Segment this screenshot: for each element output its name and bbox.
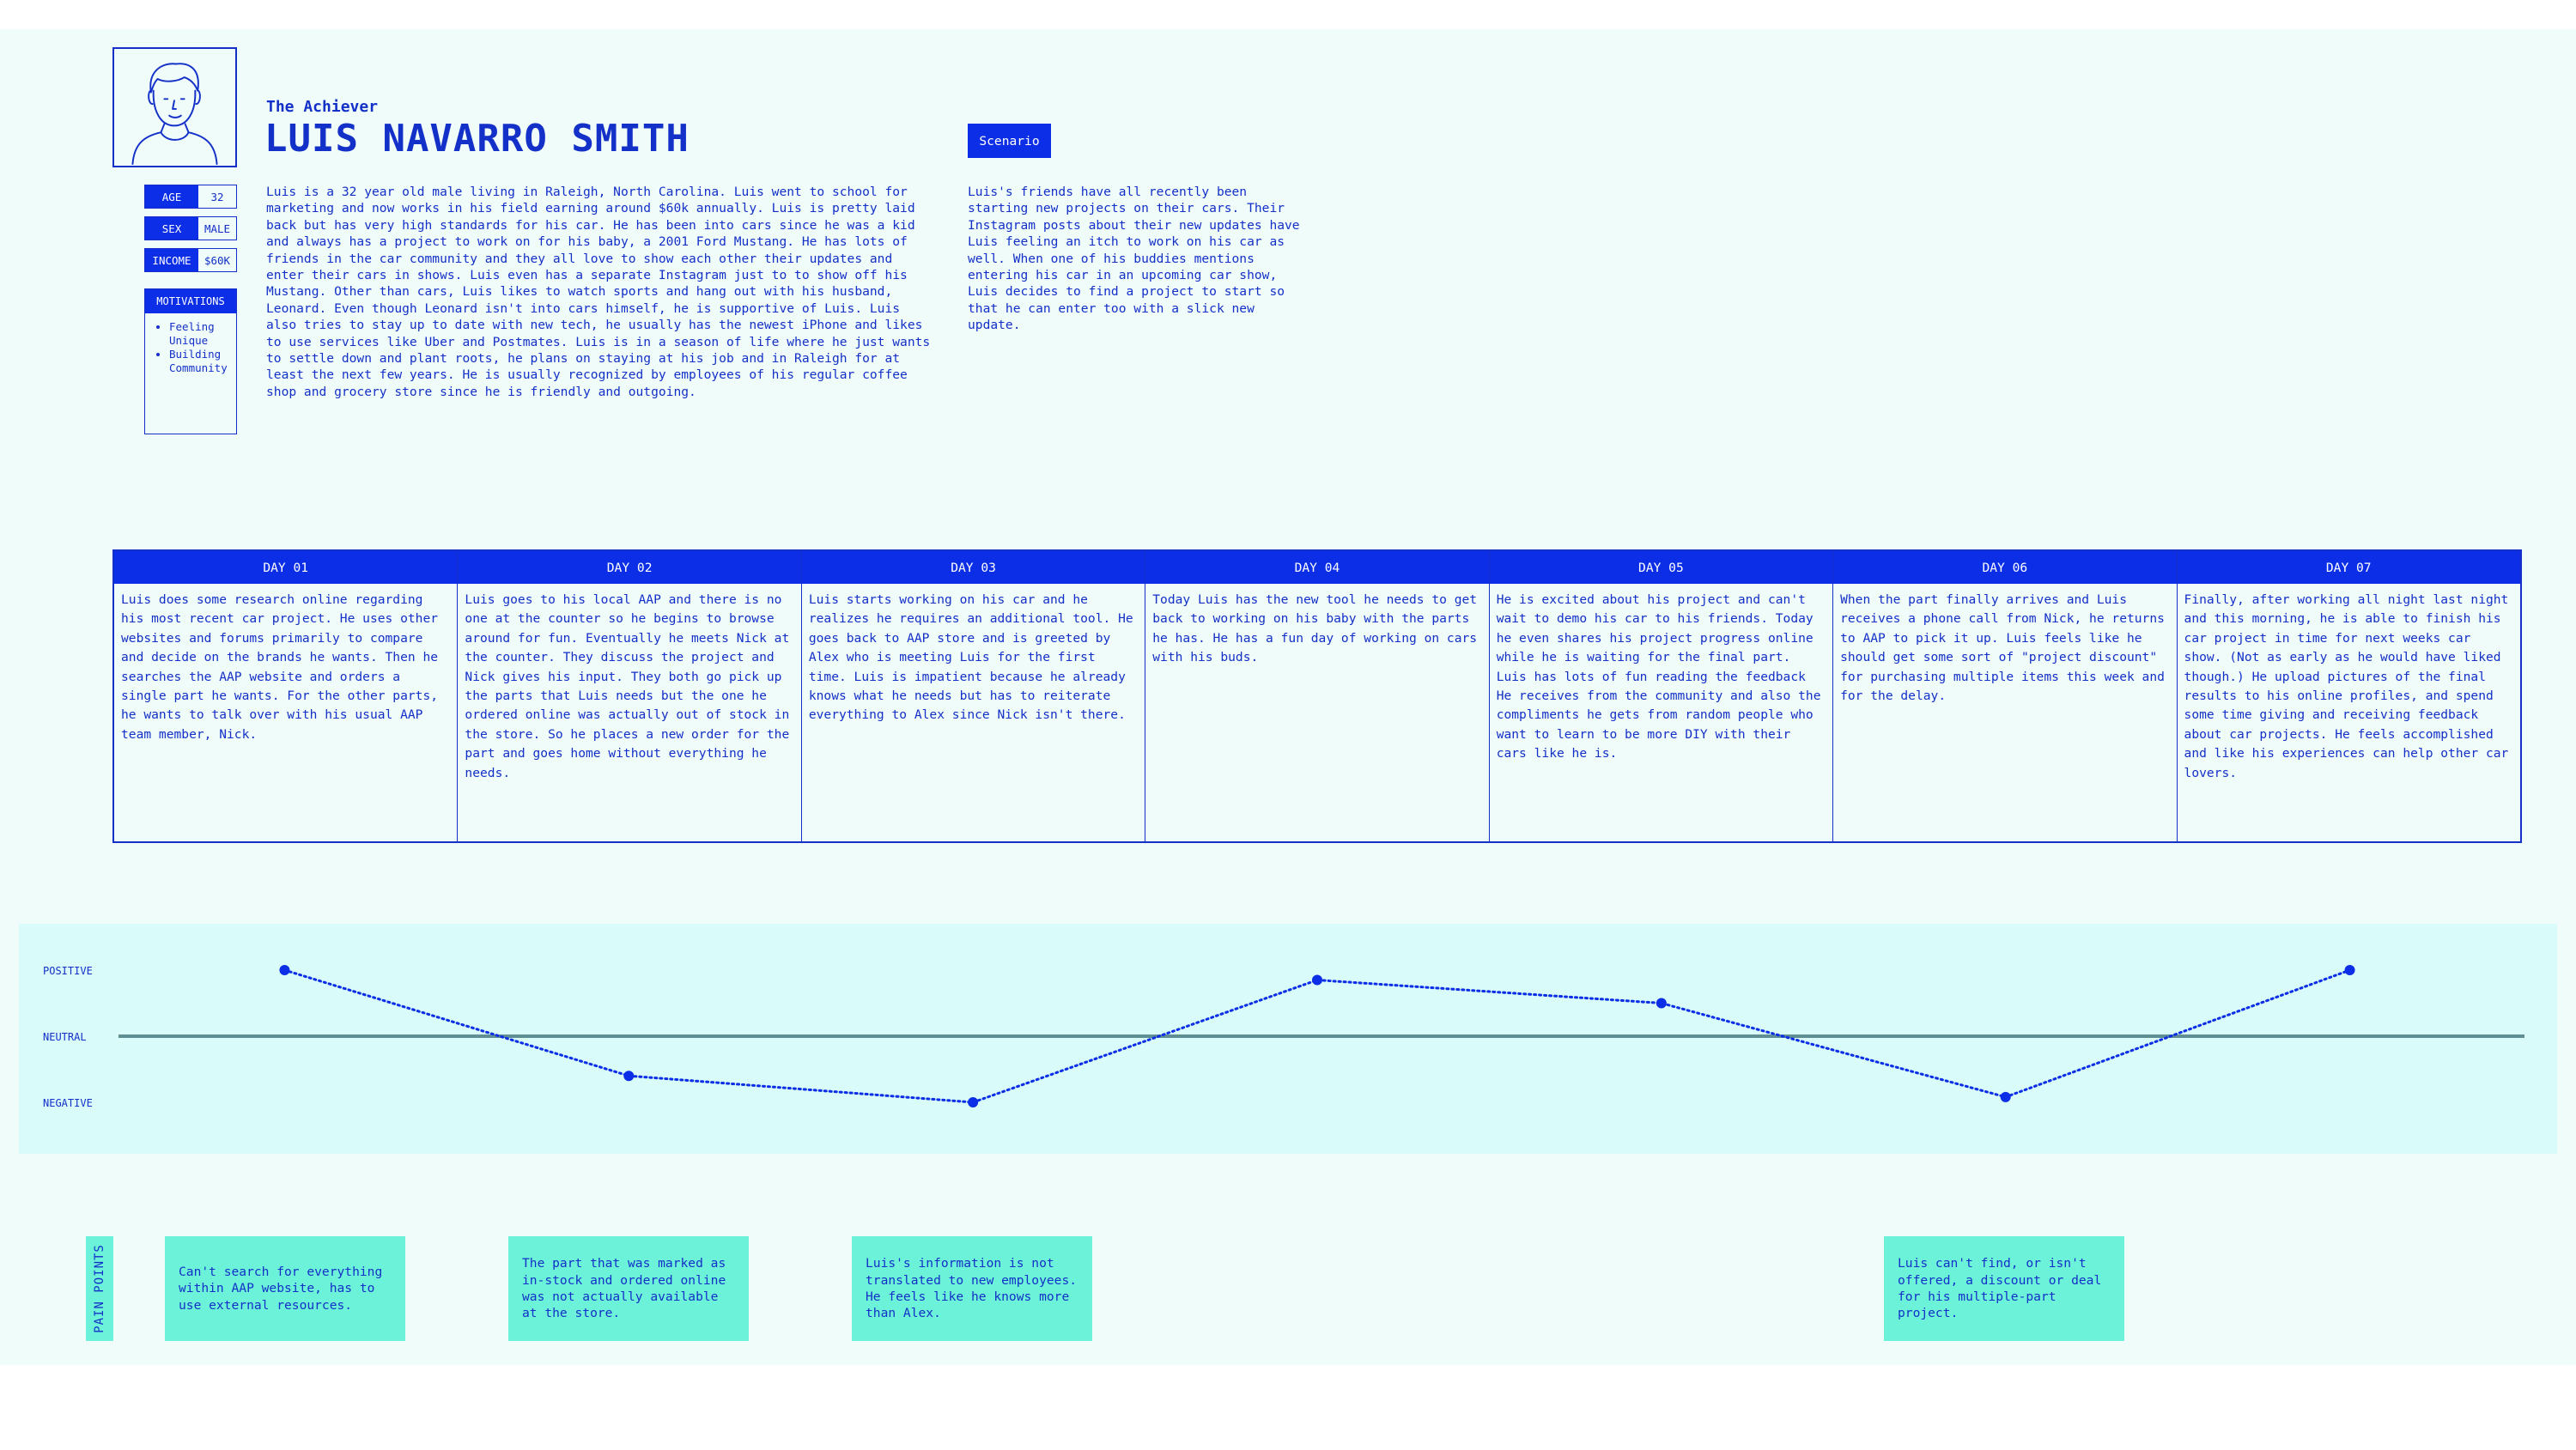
stat-sex: SEX MALE <box>144 216 237 240</box>
pain-points-label: PAIN POINTS <box>93 1244 106 1333</box>
emotion-label-positive: POSITIVE <box>43 965 93 977</box>
day-header: DAY 05 <box>1489 551 1833 584</box>
stat-age: AGE 32 <box>144 185 237 209</box>
stat-age-label: AGE <box>145 185 198 208</box>
avatar-illustration <box>131 63 218 166</box>
day-column-1: DAY 01 Luis does some research online reg… <box>114 551 459 841</box>
day-column-5: DAY 05 He is excited about his project an… <box>1489 551 1834 841</box>
day-column-2: DAY 02 Luis goes to his local AAP and the… <box>458 551 802 841</box>
day-description: Luis starts working on his car and he re… <box>808 592 1133 723</box>
persona-bio: Luis is a 32 year old male living in Ral… <box>266 185 931 399</box>
persona-name: LUIS NAVARRO SMITH <box>264 117 690 161</box>
day-description: When the part finally arrives and Luis r… <box>1840 592 2165 704</box>
emotion-point-day-1 <box>279 965 290 975</box>
day-column-7: DAY 07 Finally, after working all night l… <box>2177 551 2520 841</box>
motivations-list: Feeling Unique Building Community <box>145 320 236 375</box>
emotion-band <box>19 924 2557 1154</box>
day-column-4: DAY 04 Today Luis has the new tool he nee… <box>1145 551 1490 841</box>
motivation-item: Building Community <box>169 348 233 375</box>
day-description: He is excited about his project and can'… <box>1496 592 1821 761</box>
day-description: Finally, after working all night last ni… <box>2184 592 2509 780</box>
person-avatar-icon <box>112 47 237 167</box>
day-header: DAY 04 <box>1145 551 1489 584</box>
pain-point-card: Can't search for everything within AAP w… <box>165 1236 405 1341</box>
motivation-item: Feeling Unique <box>169 320 233 348</box>
day-description: Luis goes to his local AAP and there is … <box>465 592 790 780</box>
stat-sex-value: MALE <box>204 221 231 235</box>
emotion-point-day-7 <box>2344 965 2355 975</box>
stat-income-label: INCOME <box>145 249 198 271</box>
scenario-text: Luis's friends have all recently been st… <box>968 185 1300 333</box>
emotion-point-day-5 <box>1656 998 1667 1009</box>
stat-sex-label: SEX <box>145 217 198 240</box>
pain-point-card: The part that was marked as in-stock and… <box>508 1236 749 1341</box>
day-header: DAY 07 <box>2177 551 2520 584</box>
emotion-point-day-3 <box>968 1097 979 1107</box>
day-header: DAY 06 <box>1833 551 2177 584</box>
stat-income-value: $60K <box>204 253 231 267</box>
day-columns: DAY 01 Luis does some research online reg… <box>112 549 2522 843</box>
pain-points-tab: PAIN POINTS <box>86 1236 113 1341</box>
emotion-label-neutral: NEUTRAL <box>43 1031 87 1043</box>
day-header: DAY 01 <box>114 551 458 584</box>
motivations-heading: MOTIVATIONS <box>145 289 236 313</box>
pain-point-card: Luis can't find, or isn't offered, a dis… <box>1884 1236 2124 1341</box>
day-column-3: DAY 03 Luis starts working on his car and… <box>801 551 1146 841</box>
scenario-label: Scenario <box>968 124 1051 158</box>
stat-age-value: 32 <box>210 190 224 203</box>
day-column-6: DAY 06 When the part finally arrives and … <box>1833 551 2178 841</box>
emotion-point-day-6 <box>2000 1091 2011 1102</box>
day-header: DAY 02 <box>458 551 801 584</box>
persona-archetype: The Achiever <box>266 98 379 116</box>
day-header: DAY 03 <box>801 551 1145 584</box>
day-description: Luis does some research online regarding… <box>121 592 439 742</box>
stat-income: INCOME $60K <box>144 248 237 272</box>
emotion-point-day-4 <box>1312 974 1322 986</box>
pain-point-card: Luis's information is not translated to … <box>852 1236 1092 1341</box>
motivations-panel: MOTIVATIONS Feeling Unique Building Comm… <box>144 288 237 434</box>
emotion-point-day-2 <box>623 1071 635 1082</box>
emotion-label-negative: NEGATIVE <box>43 1097 93 1109</box>
day-description: Today Luis has the new tool he needs to … <box>1152 592 1478 665</box>
